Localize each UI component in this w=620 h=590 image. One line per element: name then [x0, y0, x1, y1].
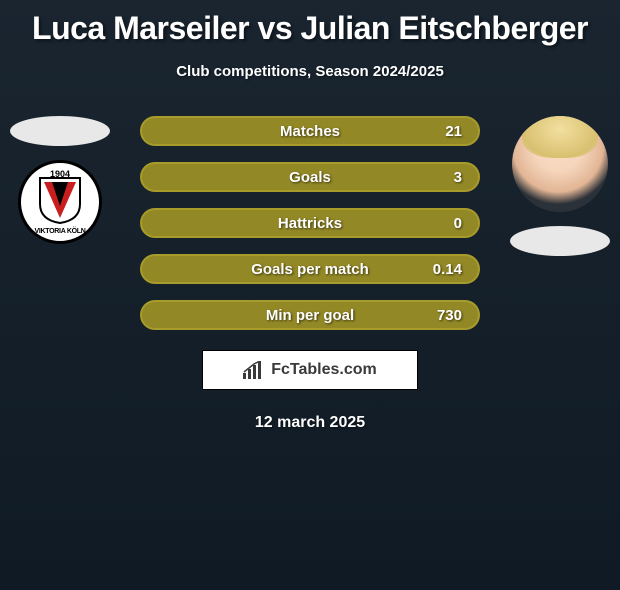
stats-list: Matches 21 Goals 3 Hattricks 0 Goals per… [140, 116, 480, 330]
subtitle: Club competitions, Season 2024/2025 [0, 63, 620, 80]
stat-value: 21 [445, 123, 462, 140]
player-right-avatar [512, 116, 608, 212]
stat-row-goals-per-match: Goals per match 0.14 [140, 254, 480, 284]
stat-label: Hattricks [158, 215, 462, 232]
club-badge-right-placeholder [510, 226, 610, 256]
badge-name: VIKTORIA KÖLN [35, 228, 86, 235]
stat-row-goals: Goals 3 [140, 162, 480, 192]
club-shield-icon [38, 176, 82, 224]
stat-row-hattricks: Hattricks 0 [140, 208, 480, 238]
stat-row-matches: Matches 21 [140, 116, 480, 146]
date-label: 12 march 2025 [0, 414, 620, 432]
stat-label: Min per goal [158, 307, 462, 324]
stat-label: Goals [158, 169, 462, 186]
page-title: Luca Marseiler vs Julian Eitschberger [0, 10, 620, 47]
stat-label: Goals per match [158, 261, 462, 278]
stat-row-min-per-goal: Min per goal 730 [140, 300, 480, 330]
stat-value: 0.14 [433, 261, 462, 278]
stat-value: 0 [454, 215, 462, 232]
chart-icon [243, 361, 265, 379]
stat-label: Matches [158, 123, 462, 140]
club-badge-left: 1904 VIKTORIA KÖLN [18, 160, 102, 244]
source-logo-text: FcTables.com [271, 361, 377, 379]
source-logo: FcTables.com [202, 350, 418, 390]
player-left-column: 1904 VIKTORIA KÖLN [10, 116, 110, 244]
player-left-avatar-placeholder [10, 116, 110, 146]
comparison-area: 1904 VIKTORIA KÖLN Matches 21 Goals 3 Ha… [0, 116, 620, 330]
stat-value: 3 [454, 169, 462, 186]
stat-value: 730 [437, 307, 462, 324]
player-right-column [510, 116, 610, 256]
